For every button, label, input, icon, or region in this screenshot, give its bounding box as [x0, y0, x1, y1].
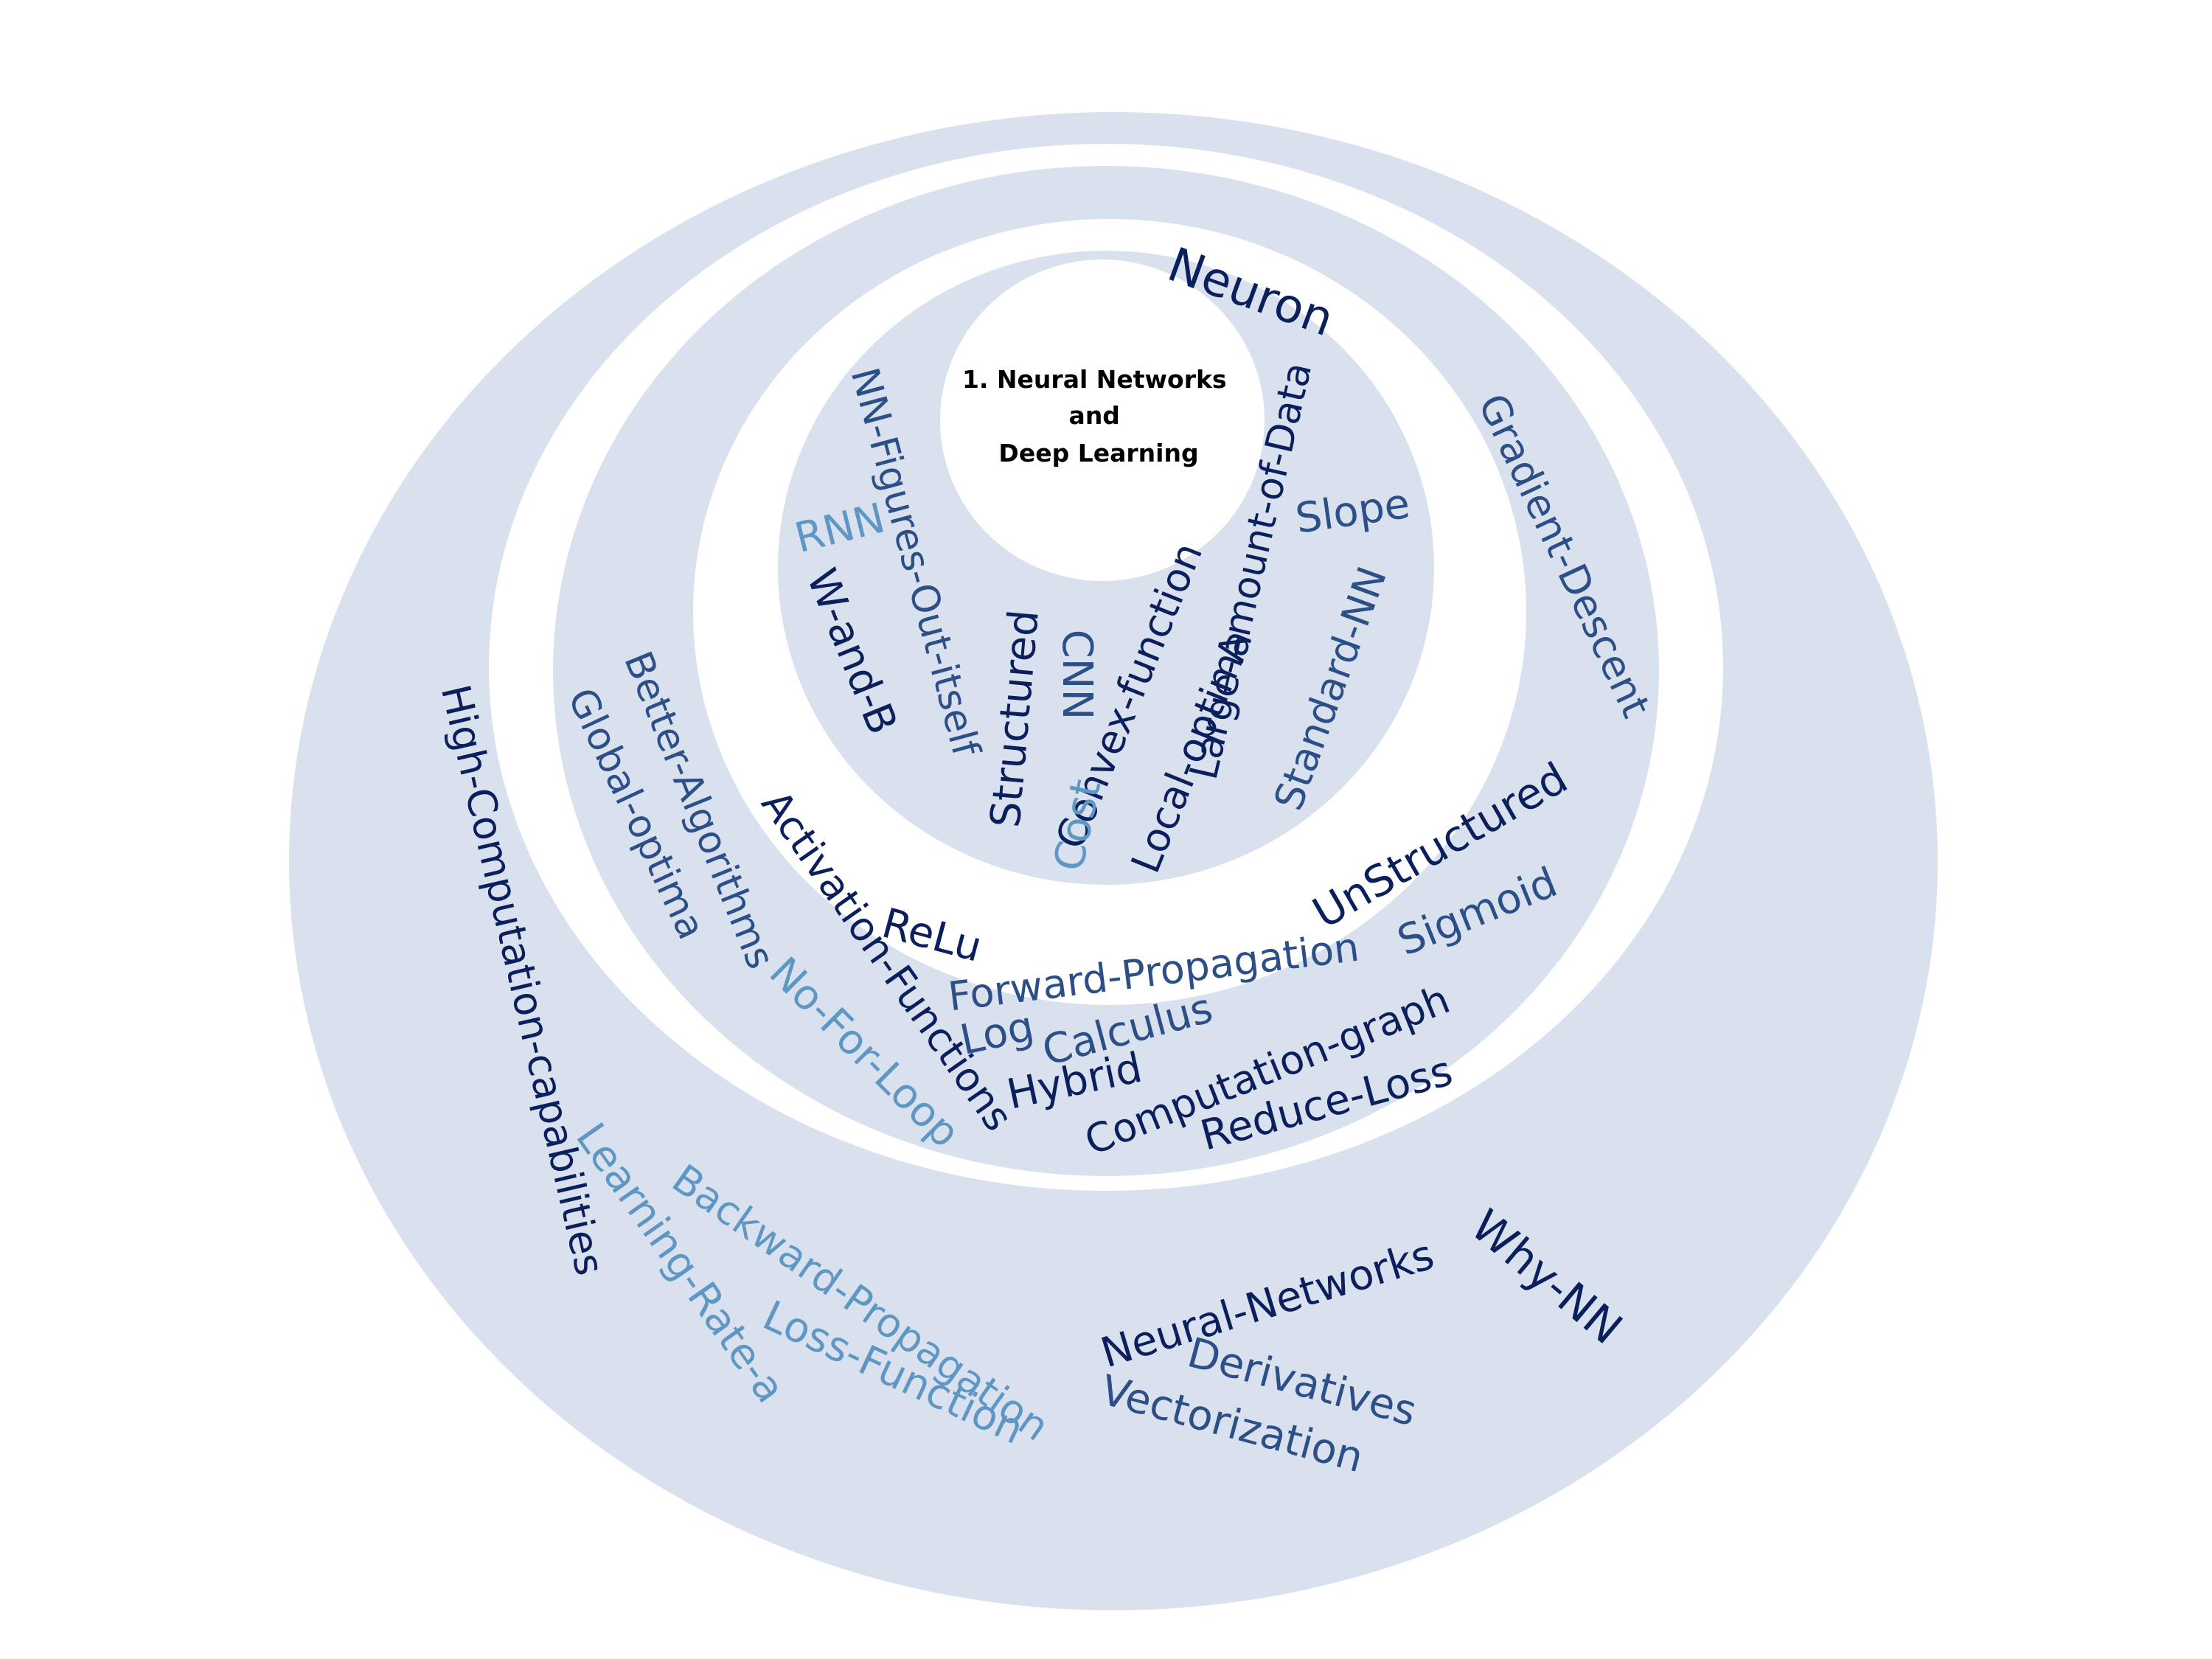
center-title-line-1: 1. Neural Networks [962, 365, 1227, 394]
center-hole [940, 260, 1265, 581]
center-title-line-2: and [1069, 401, 1120, 430]
center-title-line-3: Deep Learning [998, 439, 1198, 467]
word-cnn: CNN [1053, 630, 1101, 720]
center-title: 1. Neural Networks and Deep Learning [962, 365, 1235, 467]
